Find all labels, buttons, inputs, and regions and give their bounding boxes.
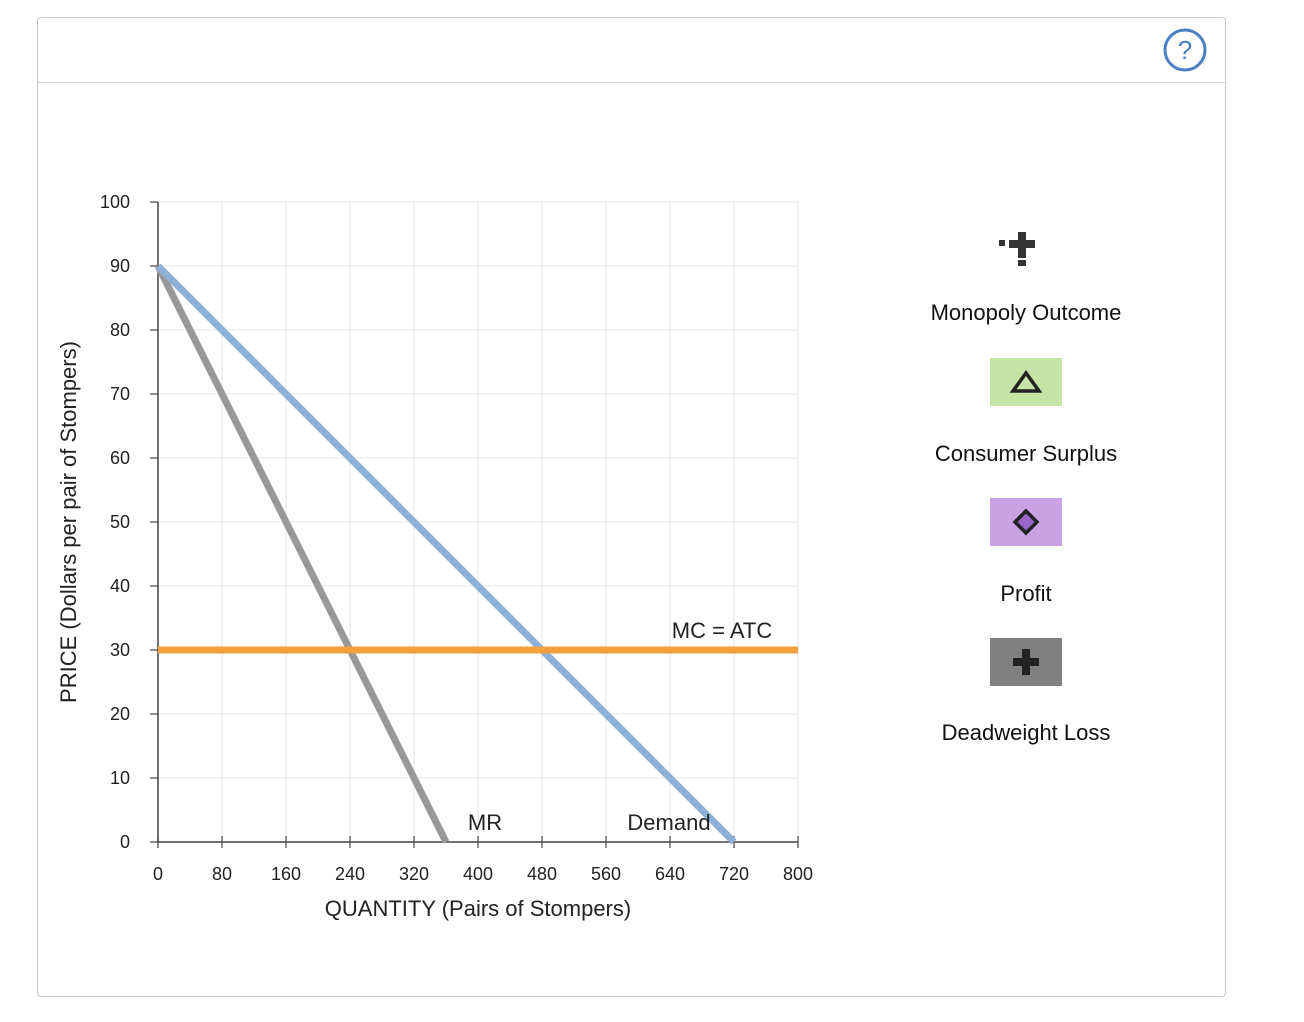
plus-dots-icon[interactable] <box>996 228 1040 268</box>
labels: 0 10 20 30 40 50 60 70 80 90 100 0 80 160 240 320 400 480… <box>56 192 813 921</box>
plus-icon <box>1013 649 1039 675</box>
help-icon: ? <box>1178 35 1192 65</box>
y-tick-label: 10 <box>110 768 130 788</box>
y-tick-label: 50 <box>110 512 130 532</box>
y-tick-label: 70 <box>110 384 130 404</box>
legend-label-profit: Profit <box>1000 581 1052 606</box>
series[interactable] <box>154 263 798 845</box>
y-tick-label: 20 <box>110 704 130 724</box>
legend-label-consumer-surplus: Consumer Surplus <box>934 441 1118 466</box>
demand-curve[interactable] <box>155 263 737 845</box>
x-tick-label: 480 <box>527 864 557 884</box>
y-tick-label: 40 <box>110 576 130 596</box>
x-tick-label: 240 <box>335 864 365 884</box>
x-tick-label: 640 <box>655 864 685 884</box>
grid <box>158 201 799 842</box>
x-axis-title: QUANTITY (Pairs of Stompers) <box>325 896 631 921</box>
diamond-icon <box>1012 508 1040 536</box>
y-tick-label: 60 <box>110 448 130 468</box>
deadweight-loss-tool[interactable] <box>990 638 1062 686</box>
x-tick-label: 800 <box>783 864 813 884</box>
mr-curve[interactable] <box>154 264 450 844</box>
consumer-surplus-tool[interactable] <box>990 358 1062 406</box>
y-tick-label: 80 <box>110 320 130 340</box>
x-tick-label: 0 <box>153 864 163 884</box>
y-tick-label: 90 <box>110 256 130 276</box>
x-tick-label: 560 <box>591 864 621 884</box>
help-button[interactable]: ? <box>1163 28 1207 72</box>
mc-atc-label: MC = ATC <box>672 618 773 643</box>
panel-header: ? <box>38 18 1225 83</box>
x-tick-label: 400 <box>463 864 493 884</box>
demand-label: Demand <box>627 810 710 835</box>
x-tick-label: 160 <box>271 864 301 884</box>
y-tick-label: 100 <box>100 192 130 212</box>
profit-tool[interactable] <box>990 498 1062 546</box>
axes <box>150 201 799 848</box>
triangle-icon <box>1009 370 1043 393</box>
y-tick-label: 30 <box>110 640 130 660</box>
x-tick-label: 320 <box>399 864 429 884</box>
legend-label-deadweight-loss: Deadweight Loss <box>941 720 1111 745</box>
legend-label-monopoly-outcome: Monopoly Outcome <box>930 300 1122 325</box>
x-tick-label: 720 <box>719 864 749 884</box>
mr-label: MR <box>468 810 502 835</box>
y-tick-label: 0 <box>120 832 130 852</box>
x-tick-label: 80 <box>212 864 232 884</box>
y-axis-title: PRICE (Dollars per pair of Stompers) <box>56 341 81 703</box>
